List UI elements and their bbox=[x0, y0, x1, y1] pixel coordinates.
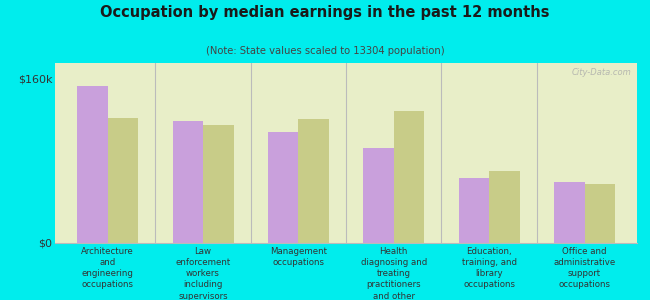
Bar bbox=[363, 148, 394, 243]
Text: Occupation by median earnings in the past 12 months: Occupation by median earnings in the pas… bbox=[100, 4, 550, 20]
Bar bbox=[172, 121, 203, 243]
Bar bbox=[584, 184, 615, 243]
Bar bbox=[77, 85, 108, 243]
Bar bbox=[268, 132, 298, 243]
Text: City-Data.com: City-Data.com bbox=[571, 68, 631, 77]
Bar bbox=[459, 178, 489, 243]
Bar bbox=[298, 118, 329, 243]
Text: (Note: State values scaled to 13304 population): (Note: State values scaled to 13304 popu… bbox=[205, 46, 445, 56]
Bar bbox=[554, 182, 584, 243]
Bar bbox=[394, 111, 424, 243]
Bar bbox=[108, 118, 138, 243]
Bar bbox=[489, 171, 520, 243]
Bar bbox=[203, 125, 233, 243]
